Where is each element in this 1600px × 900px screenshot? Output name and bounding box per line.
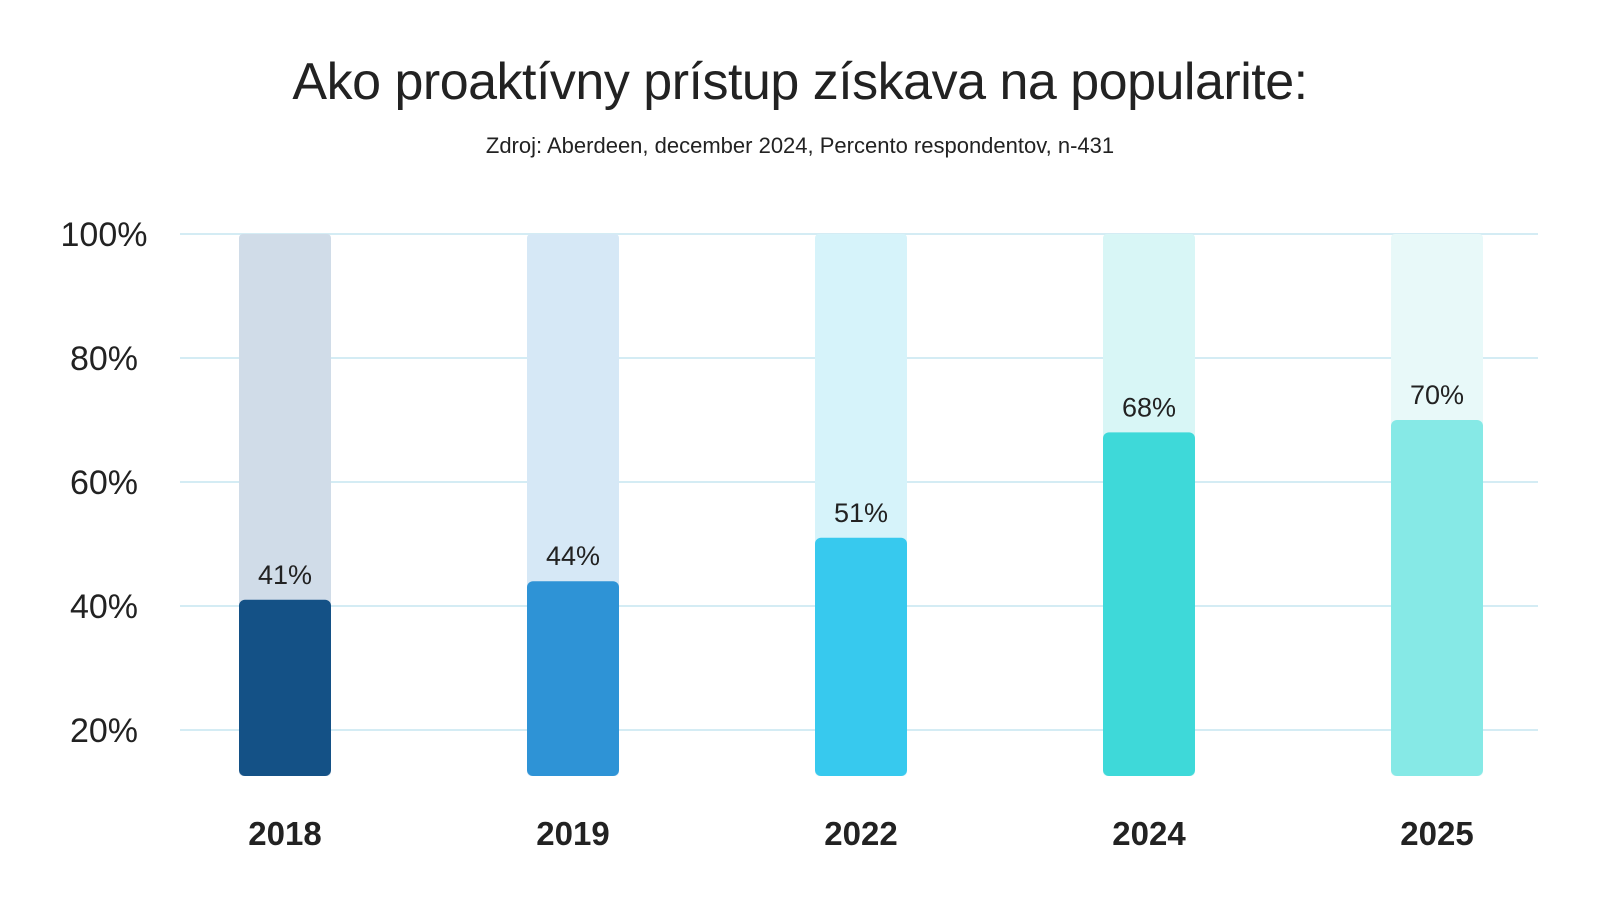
y-tick-label-60: 60% (70, 464, 138, 502)
data-label-2018: 41% (258, 560, 312, 590)
x-tick-label-2018: 2018 (248, 815, 321, 852)
y-tick-label-100: 100% (61, 216, 148, 254)
bar-2024 (1103, 432, 1195, 776)
x-tick-label-2019: 2019 (536, 815, 609, 852)
data-label-2025: 70% (1410, 380, 1464, 410)
y-tick-label-40: 40% (70, 588, 138, 626)
data-label-2024: 68% (1122, 392, 1176, 422)
x-tick-label-2025: 2025 (1400, 815, 1473, 852)
chart-title: Ako proaktívny prístup získava na popula… (292, 53, 1308, 111)
y-tick-label-80: 80% (70, 340, 138, 378)
chart-subtitle: Zdroj: Aberdeen, december 2024, Percento… (485, 133, 1115, 158)
x-tick-label-2022: 2022 (824, 815, 897, 852)
bar-2018 (239, 599, 331, 776)
y-tick-label-20: 20% (70, 712, 138, 750)
bars (239, 420, 1483, 776)
bar-2019 (527, 581, 619, 776)
data-label-2022: 51% (834, 498, 888, 528)
data-label-2019: 44% (546, 541, 600, 571)
y-axis: 20% 40% 60% 80% 100% (61, 216, 148, 750)
bar-2025 (1391, 420, 1483, 776)
bar-2022 (815, 537, 907, 776)
x-tick-label-2024: 2024 (1112, 815, 1186, 852)
x-axis: 2018 2019 2022 2024 2025 (248, 815, 1473, 852)
data-labels: 41% 44% 51% 68% 70% (258, 380, 1464, 590)
